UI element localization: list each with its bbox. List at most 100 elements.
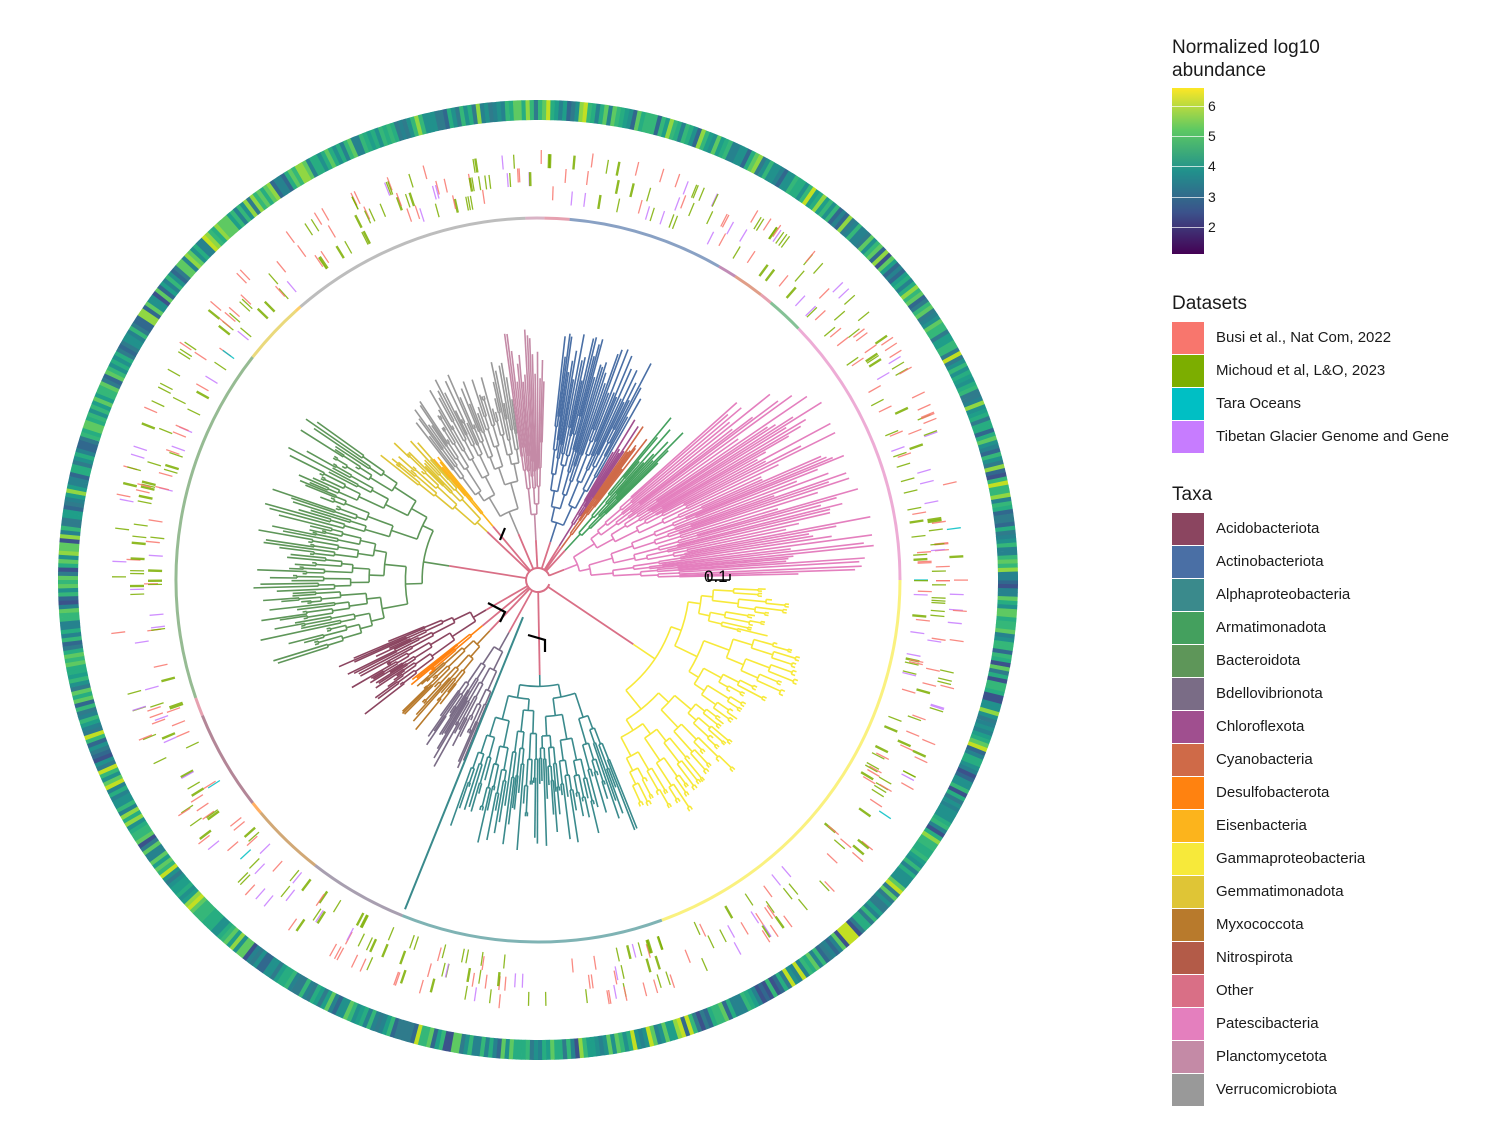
tree-branch: [421, 530, 434, 584]
dataset-presence-mark: [572, 155, 576, 170]
tree-branch: [344, 485, 361, 495]
tree-branch: [448, 478, 458, 489]
tree-branch: [472, 424, 476, 429]
dataset-presence-mark: [838, 288, 850, 299]
dataset-presence-mark: [480, 951, 484, 966]
dataset-presence-mark: [518, 168, 521, 183]
abundance-ring-segment: [610, 105, 618, 127]
tree-branch: [642, 723, 652, 735]
tree-branch: [685, 431, 836, 508]
tree-branch: [750, 639, 755, 649]
tree-branch: [673, 516, 697, 527]
abundance-ring-segment: [238, 939, 255, 959]
tree-branch: [481, 806, 485, 811]
abundance-ring-segment: [417, 114, 428, 135]
tree-branch: [498, 632, 510, 651]
tree-branch: [454, 721, 459, 726]
tree-branch: [425, 622, 444, 632]
tree-branch: [587, 742, 595, 760]
abundance-ring-segment: [471, 104, 479, 125]
dataset-presence-mark: [364, 210, 372, 224]
dataset-presence-mark: [285, 231, 295, 244]
tree-branch: [484, 757, 492, 781]
tree-branch: [547, 747, 551, 767]
abundance-ring-segment: [811, 194, 828, 213]
tree-branch: [745, 658, 770, 669]
tree-branch: [790, 670, 794, 675]
abundance-ring-segment: [877, 255, 895, 273]
tree-branch: [592, 742, 620, 819]
tree-branch: [382, 498, 390, 509]
tree-branch: [608, 363, 652, 444]
taxon-label: Actinobacteriota: [1216, 553, 1324, 570]
abundance-ring-segment: [357, 1006, 370, 1027]
tree-branch: [418, 418, 443, 451]
dataset-swatch: [1172, 387, 1204, 420]
abundance-ring-segment: [65, 659, 86, 668]
tree-branch: [659, 544, 678, 551]
abundance-ring-segment: [99, 380, 120, 393]
scale-bar: 0.1: [704, 567, 731, 586]
tree-branch: [310, 509, 351, 524]
dataset-presence-mark: [952, 609, 967, 613]
dataset-presence-mark: [157, 386, 171, 394]
tree-branch: [625, 626, 672, 691]
tree-branch: [709, 734, 714, 739]
abundance-ring-segment: [710, 134, 723, 156]
dataset-presence-mark: [144, 406, 158, 414]
dataset-presence-mark: [205, 375, 218, 384]
abundance-ring-segment: [61, 631, 82, 639]
tree-branch: [678, 506, 703, 519]
abundance-ring-segment: [694, 1010, 707, 1032]
dataset-presence-mark: [631, 943, 637, 958]
tree-branch: [562, 783, 571, 840]
dataset-presence-mark: [254, 863, 266, 875]
dataset-presence-mark: [361, 231, 369, 245]
abundance-ring-segment: [316, 152, 330, 172]
abundance-ring-segment: [350, 1003, 362, 1024]
tree-branch: [459, 396, 475, 430]
dataset-presence-mark: [642, 982, 648, 997]
dataset-presence-mark: [867, 768, 880, 778]
tree-branch: [587, 769, 599, 808]
abundance-ring-segment: [923, 827, 943, 842]
tree-branch: [579, 344, 600, 417]
tree-branch: [323, 473, 346, 486]
dataset-presence-mark: [900, 477, 915, 483]
dataset-presence-mark: [920, 411, 935, 419]
tree-branch: [571, 454, 583, 482]
tree-branch: [547, 766, 550, 786]
dataset-presence-mark: [864, 764, 878, 773]
dataset-presence-mark: [876, 752, 890, 760]
tree-branch: [519, 683, 559, 688]
dataset-presence-mark: [930, 542, 945, 546]
tree-branch: [426, 678, 431, 683]
tree-branch: [644, 728, 658, 739]
tree-branch: [423, 700, 428, 705]
tree-branch: [650, 793, 654, 799]
dataset-presence-mark: [153, 663, 168, 668]
tree-branch: [559, 494, 566, 509]
abundance-ring-segment: [426, 112, 435, 133]
dataset-presence-mark: [163, 468, 178, 474]
dataset-presence-mark: [219, 317, 231, 328]
tree-branch: [307, 612, 334, 618]
tree-branch: [515, 433, 519, 450]
tree-branch: [721, 624, 738, 631]
abundance-ring-segment: [991, 652, 1013, 660]
abundance-ring-segment: [652, 1024, 663, 1045]
scale-bar-label: 0.1: [704, 567, 728, 586]
tree-branch: [261, 613, 308, 622]
dataset-presence-mark: [194, 351, 207, 361]
abundance-ring-segment: [189, 246, 208, 264]
tree-branch: [646, 550, 668, 557]
abundance-ring-segment: [104, 777, 125, 791]
dataset-presence-mark: [750, 911, 760, 924]
dataset-presence-mark: [740, 921, 749, 935]
tree-branch: [732, 638, 753, 646]
tree-branch: [397, 669, 415, 683]
abundance-ring-segment: [137, 833, 157, 849]
abundance-ring-segment: [982, 455, 1003, 466]
taxon-swatch: [1172, 1007, 1204, 1040]
tree-branch: [468, 768, 476, 783]
